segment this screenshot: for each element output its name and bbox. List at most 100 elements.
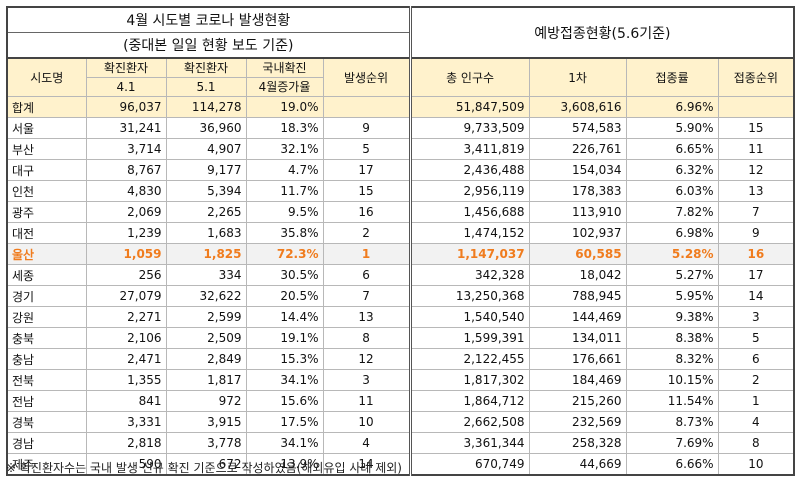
cell-vacc-rank: 2	[717, 369, 796, 391]
cell-rank: 7	[322, 285, 411, 307]
cell-pop: 2,436,488	[408, 159, 530, 181]
cell-first: 184,469	[528, 369, 627, 391]
cell-first: 134,011	[528, 327, 627, 349]
cell-rank: 14	[322, 453, 411, 476]
cell-region: 강원	[6, 306, 87, 328]
cell-region: 부산	[6, 138, 87, 160]
cell-vacc-rate: 6.32%	[625, 159, 719, 181]
header-first: 1차	[528, 57, 627, 97]
table-row: 경남 2,818 3,778 34.1% 4 3,361,344 258,328 7.69% 8	[6, 432, 796, 454]
cell-conf41: 841	[85, 390, 167, 412]
table-row: 세종 256 334 30.5% 6 342,328 18,042 5.27% 17	[6, 264, 796, 286]
total-conf41: 96,037	[85, 96, 167, 118]
cell-region: 광주	[6, 201, 87, 223]
cell-pop: 1,817,302	[408, 369, 530, 391]
cell-vacc-rate: 7.82%	[625, 201, 719, 223]
cell-rate: 20.5%	[245, 285, 324, 307]
cell-pop: 2,122,455	[408, 348, 530, 370]
cell-pop: 1,540,540	[408, 306, 530, 328]
cell-first: 44,669	[528, 453, 627, 476]
cell-conf41: 3,714	[85, 138, 167, 160]
header-row: 시도명 확진환자 확진환자 국내확진 발생순위 총 인구수 1차 접종률 접종순…	[6, 57, 796, 97]
cell-conf51: 2,599	[165, 306, 247, 328]
table-row: 대전 1,239 1,683 35.8% 2 1,474,152 102,937 6.98% 9	[6, 222, 796, 244]
cell-pop: 13,250,368	[408, 285, 530, 307]
table-row: 부산 3,714 4,907 32.1% 5 3,411,819 226,761 6.65% 1…	[6, 138, 796, 160]
cell-rank: 3	[322, 369, 411, 391]
cell-rank: 10	[322, 411, 411, 433]
cell-vacc-rank: 10	[717, 453, 796, 476]
table-row: 전남 841 972 15.6% 11 1,864,712 215,260 11.54% 1	[6, 390, 796, 412]
cell-rate: 34.1%	[245, 432, 324, 454]
cell-first: 144,469	[528, 306, 627, 328]
cell-vacc-rank: 13	[717, 180, 796, 202]
cell-region: 서울	[6, 117, 87, 139]
cell-pop: 2,956,119	[408, 180, 530, 202]
cell-conf41: 2,818	[85, 432, 167, 454]
header-vacc-rate: 접종률	[625, 57, 719, 97]
cell-first: 232,569	[528, 411, 627, 433]
total-vacc-rate: 6.96%	[625, 96, 719, 118]
cell-rate: 14.4%	[245, 306, 324, 328]
cell-pop: 342,328	[408, 264, 530, 286]
total-conf51: 114,278	[165, 96, 247, 118]
cell-rate: 9.5%	[245, 201, 324, 223]
cell-conf51: 36,960	[165, 117, 247, 139]
cell-first: 226,761	[528, 138, 627, 160]
cell-vacc-rank: 4	[717, 411, 796, 433]
cell-rate: 19.1%	[245, 327, 324, 349]
covid-status-table: 4월 시도별 코로나 발생현황 예방접종현황(5.6기준) (중대본 일일 현황…	[5, 6, 796, 476]
table-row: 서울 31,241 36,960 18.3% 9 9,733,509 574,583 5.90…	[6, 117, 796, 139]
cell-rate: 15.3%	[245, 348, 324, 370]
cell-conf51: 4,907	[165, 138, 247, 160]
cell-conf41: 3,331	[85, 411, 167, 433]
cell-first: 113,910	[528, 201, 627, 223]
cell-rank: 6	[322, 264, 411, 286]
header-rate-line2: 4월증가율	[245, 77, 324, 97]
cell-rank: 4	[322, 432, 411, 454]
cell-pop: 1,474,152	[408, 222, 530, 244]
header-rate-line1: 국내확진	[245, 57, 324, 78]
cell-region: 충남	[6, 348, 87, 370]
total-region: 합계	[6, 96, 87, 118]
cell-vacc-rate: 10.15%	[625, 369, 719, 391]
cell-vacc-rate: 5.27%	[625, 264, 719, 286]
cell-conf51: 2,265	[165, 201, 247, 223]
cell-conf51: 334	[165, 264, 247, 286]
cell-vacc-rate: 5.90%	[625, 117, 719, 139]
total-first: 3,608,616	[528, 96, 627, 118]
cell-region: 충북	[6, 327, 87, 349]
cell-rate: 35.8%	[245, 222, 324, 244]
header-conf51-line2: 5.1	[165, 77, 247, 97]
cell-vacc-rate: 6.03%	[625, 180, 719, 202]
cell-rate: 34.1%	[245, 369, 324, 391]
cell-conf41: 256	[85, 264, 167, 286]
cell-conf41: 2,106	[85, 327, 167, 349]
cell-conf41: 1,059	[85, 243, 167, 265]
cell-conf51: 3,915	[165, 411, 247, 433]
cell-region: 전북	[6, 369, 87, 391]
cell-rank: 15	[322, 180, 411, 202]
cell-first: 258,328	[528, 432, 627, 454]
cell-first: 102,937	[528, 222, 627, 244]
cell-conf51: 2,849	[165, 348, 247, 370]
total-pop: 51,847,509	[408, 96, 530, 118]
cell-region: 울산	[6, 243, 87, 265]
cell-first: 178,383	[528, 180, 627, 202]
cell-region: 경남	[6, 432, 87, 454]
cell-rank: 16	[322, 201, 411, 223]
cell-vacc-rank: 3	[717, 306, 796, 328]
total-rate: 19.0%	[245, 96, 324, 118]
cell-vacc-rank: 11	[717, 138, 796, 160]
table-row: 충북 2,106 2,509 19.1% 8 1,599,391 134,011 8.38% 5	[6, 327, 796, 349]
table-row: 광주 2,069 2,265 9.5% 16 1,456,688 113,910 7.82% 7	[6, 201, 796, 223]
cell-first: 176,661	[528, 348, 627, 370]
cell-conf51: 5,394	[165, 180, 247, 202]
cell-rate: 30.5%	[245, 264, 324, 286]
data-rows: 서울 31,241 36,960 18.3% 9 9,733,509 574,583 5.90…	[6, 117, 796, 476]
cell-rate: 11.7%	[245, 180, 324, 202]
cell-conf41: 4,830	[85, 180, 167, 202]
cell-region: 대구	[6, 159, 87, 181]
cell-vacc-rank: 9	[717, 222, 796, 244]
